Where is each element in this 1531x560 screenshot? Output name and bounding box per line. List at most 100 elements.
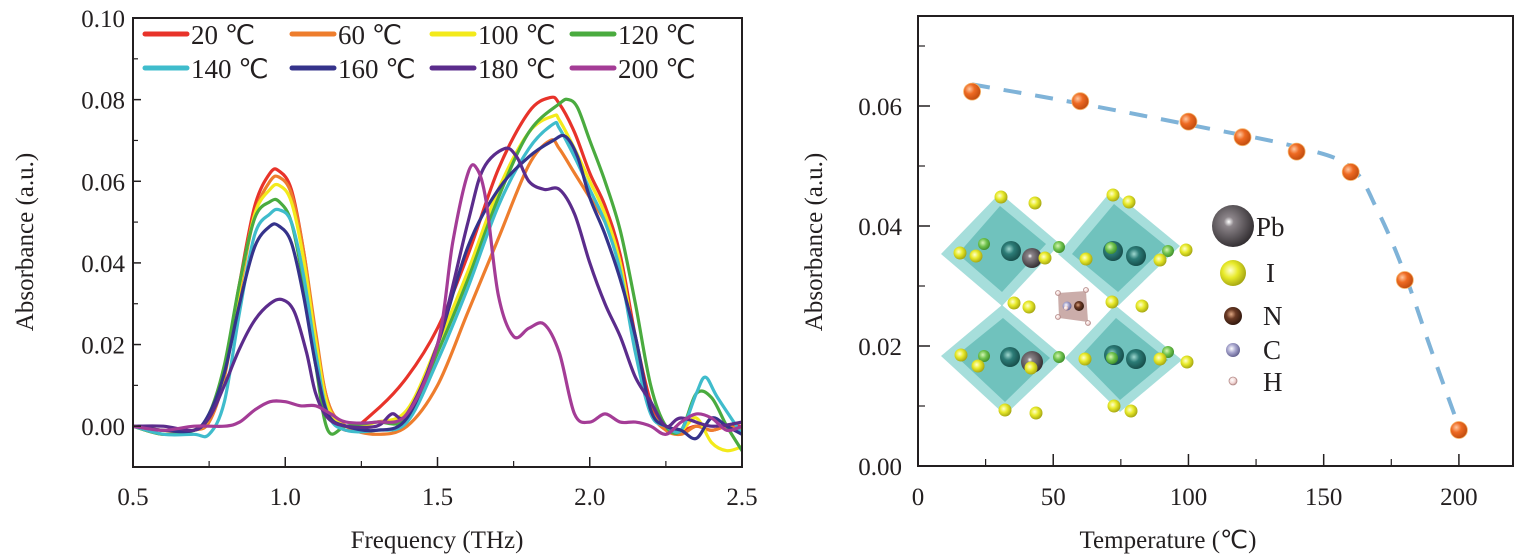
methylammonium-cation xyxy=(1055,287,1091,326)
atom-legend-label: H xyxy=(1263,367,1283,397)
pb-atom xyxy=(1126,246,1146,266)
data-points xyxy=(963,82,1468,439)
y-tick-label: 0.06 xyxy=(81,169,125,196)
x-tick-label: 0.5 xyxy=(117,484,148,511)
series-line xyxy=(133,163,742,436)
left-x-axis-title: Frequency (THz) xyxy=(351,527,524,554)
left-y-ticks: 0.00 0.02 0.04 0.06 0.08 0.10 xyxy=(81,6,141,441)
pb-atom xyxy=(1001,241,1021,261)
left-x-ticks: 0.5 1.0 1.5 2.0 2.5 xyxy=(117,457,758,511)
n-legend-icon xyxy=(1224,307,1242,325)
y-tick-label: 0.08 xyxy=(81,88,125,115)
legend-item: 60 ℃ xyxy=(289,20,402,50)
legend-label: 120 ℃ xyxy=(618,20,696,50)
x-tick-label: 1.0 xyxy=(270,484,301,511)
legend-item: 120 ℃ xyxy=(569,20,696,50)
data-point xyxy=(1179,112,1198,131)
data-point xyxy=(1341,163,1360,181)
x-tick-label: 50 xyxy=(1041,484,1066,511)
iodine-atom xyxy=(1024,361,1038,375)
legend-label: 100 ℃ xyxy=(478,20,556,50)
data-point xyxy=(1233,128,1252,147)
right-x-axis-title: Temperature (℃) xyxy=(1080,527,1257,554)
y-tick-label: 0.02 xyxy=(81,333,125,360)
right-y-ticks: 0.00 0.02 0.04 0.06 xyxy=(858,45,930,481)
iodine-atom xyxy=(994,190,1008,204)
iodine-atom xyxy=(1153,352,1167,366)
x-tick-label: 150 xyxy=(1305,484,1343,511)
left-chart: 0.00 0.02 0.04 0.06 0.08 0.10 0.5 1.0 1.5 2.0 2.5… xyxy=(12,6,758,554)
legend-item: 160 ℃ xyxy=(289,54,416,84)
data-point xyxy=(1395,271,1414,289)
x-tick-label: 0 xyxy=(912,484,925,511)
x-tick-label: 200 xyxy=(1440,484,1478,511)
data-point xyxy=(1071,92,1090,111)
iodine-atoms xyxy=(953,188,1194,420)
right-x-ticks: 0 50 100 150 200 xyxy=(912,454,1478,511)
legend-item: 100 ℃ xyxy=(429,20,556,50)
legend-item: 20 ℃ xyxy=(142,20,255,50)
iodine-atom xyxy=(969,249,983,263)
y-tick-label: 0.10 xyxy=(81,6,125,33)
series-line xyxy=(133,97,742,453)
atom-legend-label: I xyxy=(1266,258,1275,288)
pb-atom xyxy=(1022,248,1042,268)
pb-legend-icon xyxy=(1212,205,1254,247)
iodine-atom xyxy=(1180,355,1194,369)
legend-item: 140 ℃ xyxy=(142,54,269,84)
y-tick-label: 0.00 xyxy=(858,454,902,481)
series-line xyxy=(133,133,742,441)
atom-legend-label: N xyxy=(1263,301,1283,331)
y-tick-label: 0.00 xyxy=(81,414,125,441)
x-tick-label: 1.5 xyxy=(422,484,453,511)
pb-atom xyxy=(1126,349,1146,369)
iodine-atom xyxy=(1079,252,1093,266)
iodine-atom xyxy=(998,403,1012,417)
iodine-atom xyxy=(954,348,968,362)
data-point xyxy=(1450,421,1468,439)
iodine-atom xyxy=(971,359,985,373)
iodine-atom xyxy=(1078,352,1092,366)
iodine-atom xyxy=(1028,196,1042,210)
iodine-back-atoms xyxy=(978,238,1174,364)
data-point xyxy=(963,82,981,101)
x-tick-label: 100 xyxy=(1170,484,1208,511)
i-legend-icon xyxy=(1220,260,1246,286)
legend: 20 ℃ 60 ℃ 100 ℃ 120 ℃ 140 ℃ 160 ℃ 180 ℃ 200 ℃ xyxy=(142,20,696,84)
h-legend-icon xyxy=(1228,376,1238,386)
spectra-series xyxy=(133,95,742,453)
right-plot-frame xyxy=(917,15,1514,467)
crystal-structure-inset: Pb I N C H xyxy=(941,188,1285,420)
left-y-axis-title: Absorbance (a.u.) xyxy=(12,153,39,331)
iodine-atom xyxy=(1029,406,1043,420)
pb-atom xyxy=(1000,347,1020,367)
iodine-atom xyxy=(1007,296,1021,310)
legend-label: 140 ℃ xyxy=(191,54,269,84)
legend-label: 20 ℃ xyxy=(191,20,255,50)
iodine-atom xyxy=(1153,253,1167,267)
y-tick-label: 0.04 xyxy=(81,251,125,278)
iodine-atom xyxy=(1106,188,1120,202)
legend-label: 200 ℃ xyxy=(618,54,696,84)
legend-item: 200 ℃ xyxy=(569,54,696,84)
legend-label: 180 ℃ xyxy=(478,54,556,84)
c-legend-icon xyxy=(1226,343,1240,357)
legend-item: 180 ℃ xyxy=(429,54,556,84)
right-y-axis-title: Absorbance (a.u.) xyxy=(801,153,828,331)
atom-legend: Pb I N C H xyxy=(1212,205,1285,397)
iodine-atom xyxy=(1107,399,1121,413)
atom-legend-label: C xyxy=(1263,335,1281,365)
iodine-atom xyxy=(1022,300,1036,314)
legend-label: 60 ℃ xyxy=(338,20,402,50)
iodine-atom xyxy=(1124,404,1138,418)
iodine-atom xyxy=(1122,195,1136,209)
iodine-atom xyxy=(1135,299,1149,313)
atom-legend-label: Pb xyxy=(1256,212,1285,242)
y-tick-label: 0.04 xyxy=(858,214,902,241)
right-chart: 0.00 0.02 0.04 0.06 0 50 100 150 200 Temperatur… xyxy=(801,15,1514,554)
y-tick-label: 0.02 xyxy=(858,334,902,361)
octahedron-bottom-right xyxy=(1065,305,1182,412)
data-point xyxy=(1287,142,1306,161)
x-tick-label: 2.5 xyxy=(726,484,757,511)
